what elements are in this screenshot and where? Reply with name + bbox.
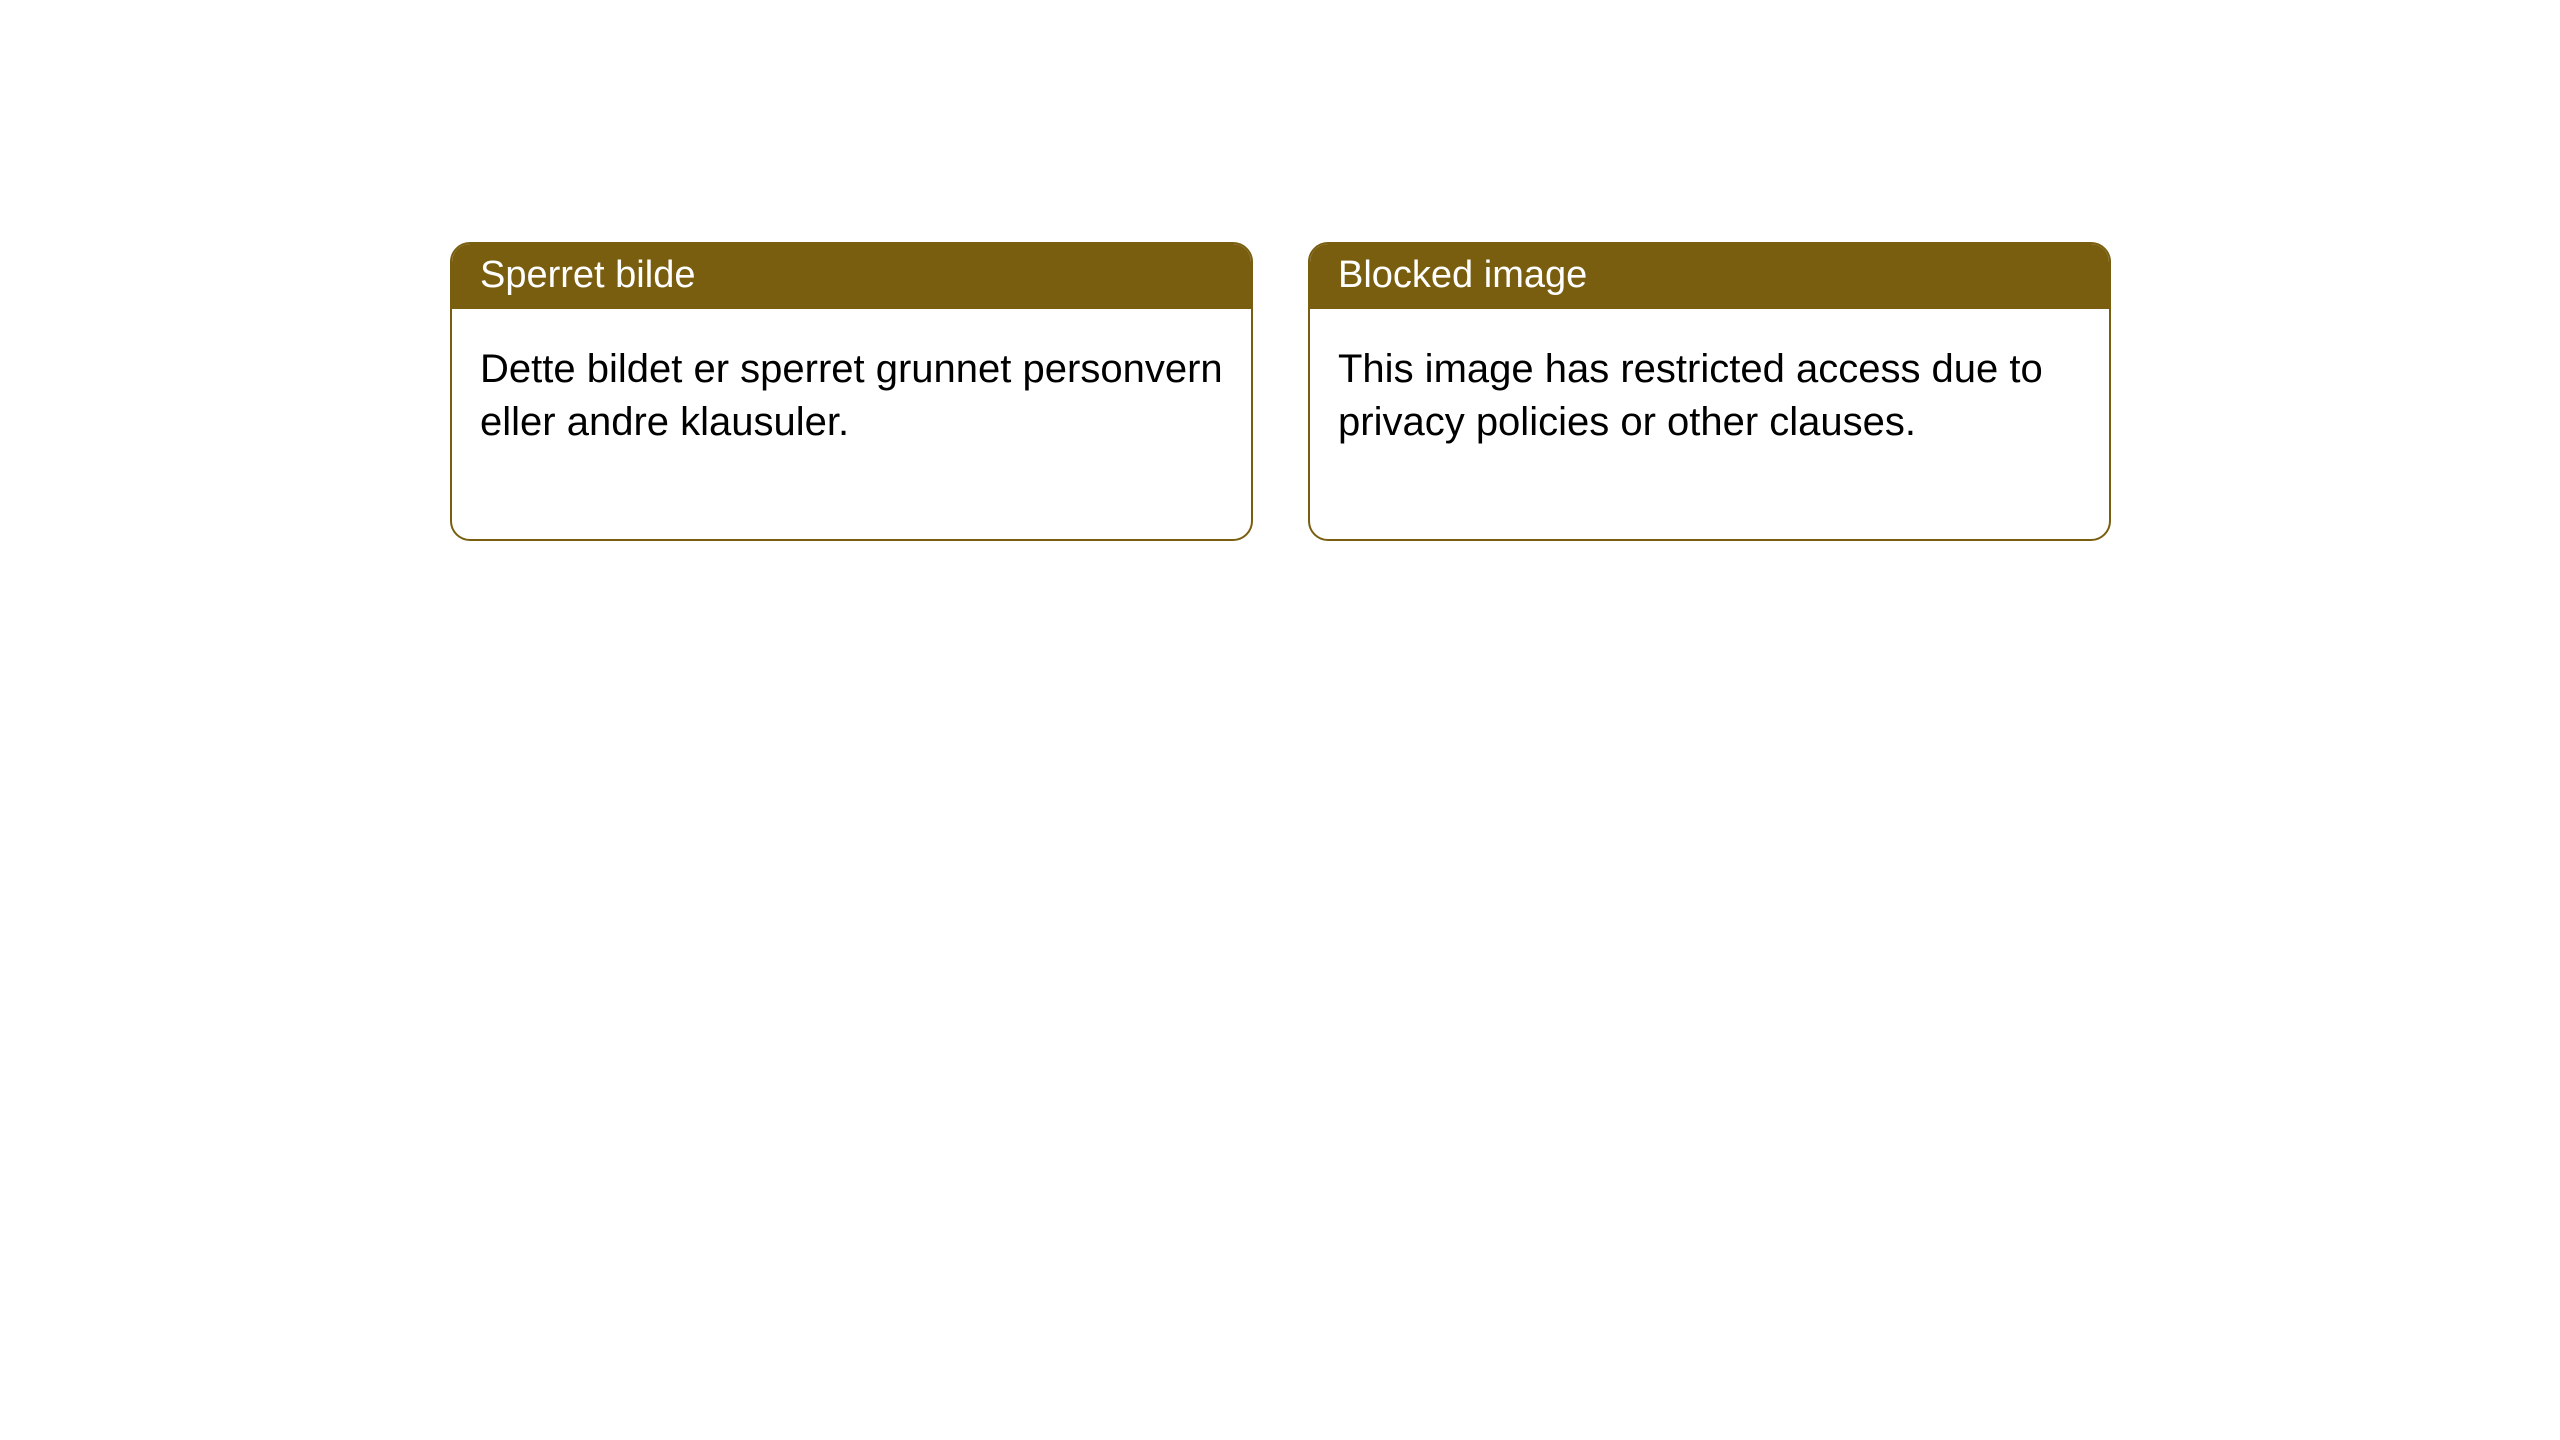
card-header-norwegian: Sperret bilde	[452, 244, 1251, 309]
notice-container: Sperret bilde Dette bildet er sperret gr…	[0, 0, 2560, 541]
notice-card-english: Blocked image This image has restricted …	[1308, 242, 2111, 541]
card-body-norwegian: Dette bildet er sperret grunnet personve…	[452, 309, 1251, 539]
card-header-english: Blocked image	[1310, 244, 2109, 309]
card-body-english: This image has restricted access due to …	[1310, 309, 2109, 539]
notice-card-norwegian: Sperret bilde Dette bildet er sperret gr…	[450, 242, 1253, 541]
